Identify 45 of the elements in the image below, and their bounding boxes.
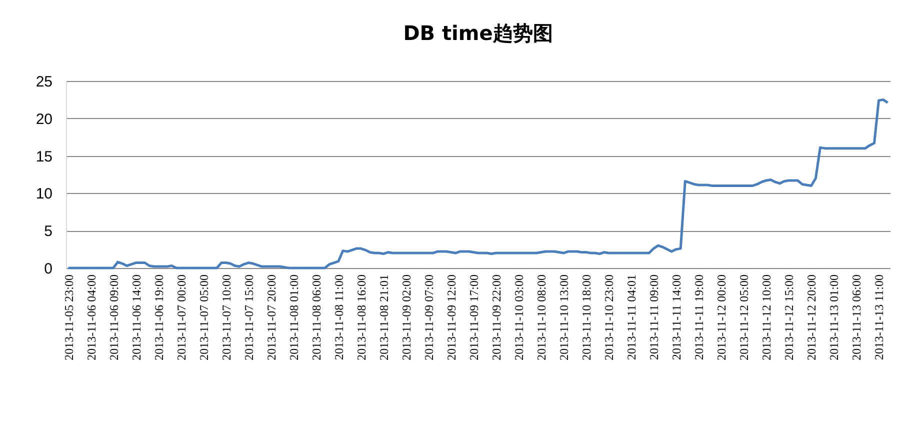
x-tick-label: 2013-11-06 09:00 (106, 274, 121, 360)
x-tick-label: 2013-11-11 19:00 (692, 274, 706, 360)
x-tick-label: 2013-11-08 21:01 (376, 274, 391, 360)
x-tick-label: 2013-11-06 04:00 (84, 274, 98, 360)
x-tick-label: 2013-11-12 20:00 (804, 274, 819, 360)
x-tick-label: 2013-11-11 04:01 (624, 274, 639, 360)
y-tick-label: 15 (36, 148, 52, 166)
x-tick-label: 2013-11-07 15:00 (242, 274, 256, 360)
x-tick-label: 2013-11-08 16:00 (354, 274, 368, 360)
x-tick-label: 2013-11-06 19:00 (152, 274, 166, 360)
x-tick-label: 2013-11-07 00:00 (174, 274, 188, 360)
x-tick-label: 2013-11-08 11:00 (332, 274, 346, 360)
x-tick-label: 2013-11-07 20:00 (264, 274, 278, 360)
x-tick-label: 2013-11-12 05:00 (737, 274, 752, 360)
line-series (67, 98, 889, 270)
x-tick-label: 2013-11-13 06:00 (850, 274, 864, 360)
x-tick-label: 2013-11-12 10:00 (760, 274, 774, 360)
y-tick-label: 0 (44, 260, 52, 278)
x-tick-label: 2013-11-11 14:00 (670, 274, 684, 360)
x-tick-label: 2013-11-09 12:00 (444, 274, 458, 360)
x-tick-label: 2013-11-05 23:00 (62, 274, 76, 360)
x-tick-label: 2013-11-09 22:00 (490, 274, 504, 360)
y-tick-label: 10 (36, 186, 52, 203)
x-tick-label: 2013-11-07 10:00 (219, 274, 234, 360)
x-tick-label: 2013-11-10 03:00 (512, 274, 526, 360)
x-tick-label: 2013-11-11 09:00 (647, 274, 662, 360)
x-tick-label: 2013-11-09 17:00 (466, 274, 481, 360)
x-tick-label: 2013-11-10 08:00 (534, 274, 549, 360)
x-tick-label: 2013-11-10 23:00 (602, 274, 616, 360)
x-tick-label: 2013-11-10 13:00 (557, 274, 572, 360)
chart-title: DB time趋势图 (403, 21, 553, 45)
x-tick-label: 2013-11-09 07:00 (422, 274, 436, 360)
x-tick-label: 2013-11-08 06:00 (309, 274, 324, 360)
x-tick-label: 2013-11-07 05:00 (196, 274, 211, 360)
x-tick-label: 2013-11-06 14:00 (129, 274, 144, 360)
y-tick-label: 25 (36, 74, 52, 90)
x-tick-label: 2013-11-12 15:00 (782, 274, 796, 360)
x-tick-label: 2013-11-12 00:00 (714, 274, 729, 360)
y-tick-label: 5 (44, 223, 52, 240)
x-tick-label: 2013-11-13 11:00 (872, 274, 886, 360)
x-tick-label: 2013-11-09 02:00 (399, 274, 414, 360)
x-tick-label: 2013-11-08 01:00 (286, 274, 301, 360)
y-tick-label: 20 (36, 110, 52, 128)
x-tick-label: 2013-11-13 01:00 (827, 274, 842, 360)
x-tick-label: 2013-11-10 18:00 (580, 274, 594, 360)
